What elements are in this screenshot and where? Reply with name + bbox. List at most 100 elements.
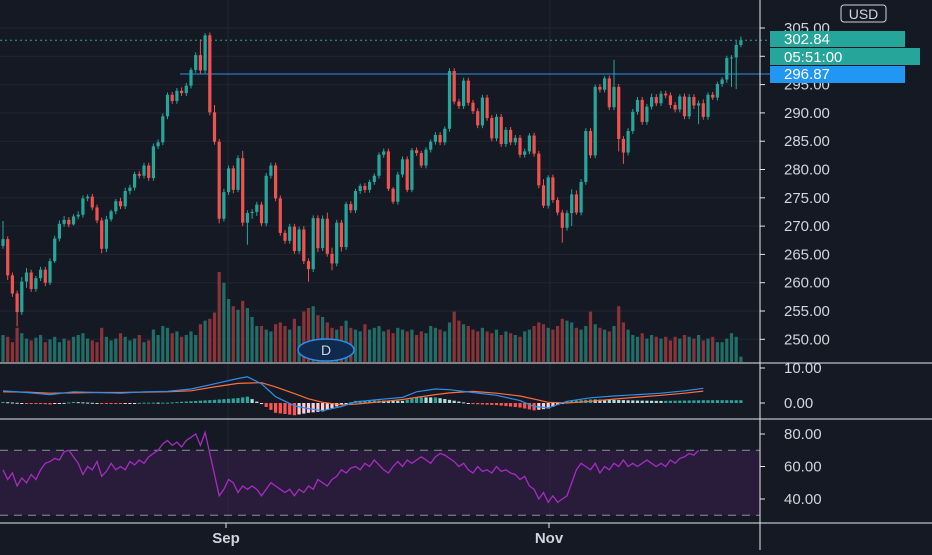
price-axis[interactable]: 305.00300.00295.00290.00285.00280.00275.… <box>760 20 830 508</box>
currency-label[interactable]: USD <box>840 4 887 23</box>
candle[interactable] <box>654 94 658 107</box>
candle[interactable] <box>10 272 14 297</box>
candle[interactable] <box>255 201 259 216</box>
time-axis[interactable]: Sep Nov <box>212 523 564 547</box>
candle[interactable] <box>250 209 254 219</box>
candle[interactable] <box>523 148 527 158</box>
candle[interactable] <box>382 148 386 158</box>
candle[interactable] <box>194 52 198 73</box>
candle[interactable] <box>607 75 611 111</box>
candle[interactable] <box>170 91 174 104</box>
candle[interactable] <box>81 195 85 218</box>
candle[interactable] <box>499 114 503 147</box>
candle[interactable] <box>62 215 66 227</box>
candle[interactable] <box>29 269 33 292</box>
candlestick-series[interactable] <box>1 32 743 327</box>
candle[interactable] <box>57 220 61 242</box>
candle[interactable] <box>504 127 508 147</box>
candle[interactable] <box>344 201 348 250</box>
candle[interactable] <box>100 217 104 254</box>
candle[interactable] <box>274 162 278 202</box>
candle[interactable] <box>90 193 94 211</box>
candle[interactable] <box>509 127 513 146</box>
candle[interactable] <box>551 174 555 203</box>
candle[interactable] <box>137 171 141 179</box>
candle[interactable] <box>269 162 273 179</box>
candle[interactable] <box>410 147 414 193</box>
candle[interactable] <box>302 226 306 265</box>
candle[interactable] <box>372 173 376 185</box>
candle[interactable] <box>161 113 165 146</box>
rsi-panel[interactable] <box>0 430 760 516</box>
candle[interactable] <box>330 247 334 271</box>
candle[interactable] <box>259 201 264 227</box>
candle[interactable] <box>546 175 550 209</box>
candle[interactable] <box>109 209 113 222</box>
candle[interactable] <box>650 93 654 110</box>
candle[interactable] <box>151 143 155 181</box>
candle[interactable] <box>612 59 616 111</box>
candle[interactable] <box>278 195 282 236</box>
candle[interactable] <box>593 84 597 159</box>
candle[interactable] <box>588 128 593 159</box>
candle[interactable] <box>189 67 193 89</box>
candle[interactable] <box>231 165 235 194</box>
macd-line[interactable] <box>2 376 704 412</box>
candle[interactable] <box>335 219 339 267</box>
candle[interactable] <box>711 91 715 100</box>
candle[interactable] <box>212 104 217 145</box>
candle[interactable] <box>635 97 640 115</box>
candle[interactable] <box>288 223 292 244</box>
candle[interactable] <box>43 266 47 287</box>
candle[interactable] <box>123 187 127 210</box>
candle[interactable] <box>147 162 151 181</box>
candle[interactable] <box>245 210 249 245</box>
candle[interactable] <box>697 100 701 125</box>
candle[interactable] <box>325 212 329 257</box>
candle[interactable] <box>678 94 682 113</box>
candle[interactable] <box>353 188 358 214</box>
candle[interactable] <box>415 147 419 156</box>
candle[interactable] <box>424 147 428 169</box>
candle[interactable] <box>264 172 268 227</box>
candle[interactable] <box>311 215 315 272</box>
candle[interactable] <box>222 188 226 222</box>
candle[interactable] <box>668 92 672 109</box>
candle[interactable] <box>715 81 719 101</box>
candle[interactable] <box>321 215 325 252</box>
candle[interactable] <box>400 156 405 178</box>
candle[interactable] <box>386 148 390 192</box>
candle[interactable] <box>443 126 447 146</box>
candle[interactable] <box>297 226 301 254</box>
candle[interactable] <box>734 41 738 90</box>
candle[interactable] <box>156 139 160 150</box>
candle[interactable] <box>71 214 76 226</box>
candle[interactable] <box>180 87 184 96</box>
candle[interactable] <box>541 179 546 208</box>
candle[interactable] <box>165 92 170 120</box>
candle[interactable] <box>603 76 607 93</box>
candle[interactable] <box>39 266 43 282</box>
candle[interactable] <box>433 132 437 145</box>
candle[interactable] <box>306 258 311 282</box>
candle[interactable] <box>471 99 475 115</box>
candle[interactable] <box>673 102 677 113</box>
candle[interactable] <box>236 155 240 193</box>
candle[interactable] <box>480 94 484 129</box>
candle[interactable] <box>363 183 367 193</box>
candle[interactable] <box>537 150 541 189</box>
candle[interactable] <box>184 82 188 96</box>
candle[interactable] <box>86 194 90 202</box>
candle[interactable] <box>104 215 108 253</box>
candle[interactable] <box>198 39 202 74</box>
candle[interactable] <box>368 179 372 193</box>
candle[interactable] <box>560 209 564 243</box>
candle[interactable] <box>53 235 57 263</box>
candle[interactable] <box>725 55 729 83</box>
candle[interactable] <box>339 219 343 252</box>
candle[interactable] <box>95 204 99 224</box>
candle[interactable] <box>659 90 663 107</box>
candle[interactable] <box>687 94 691 120</box>
candle[interactable] <box>24 267 29 288</box>
